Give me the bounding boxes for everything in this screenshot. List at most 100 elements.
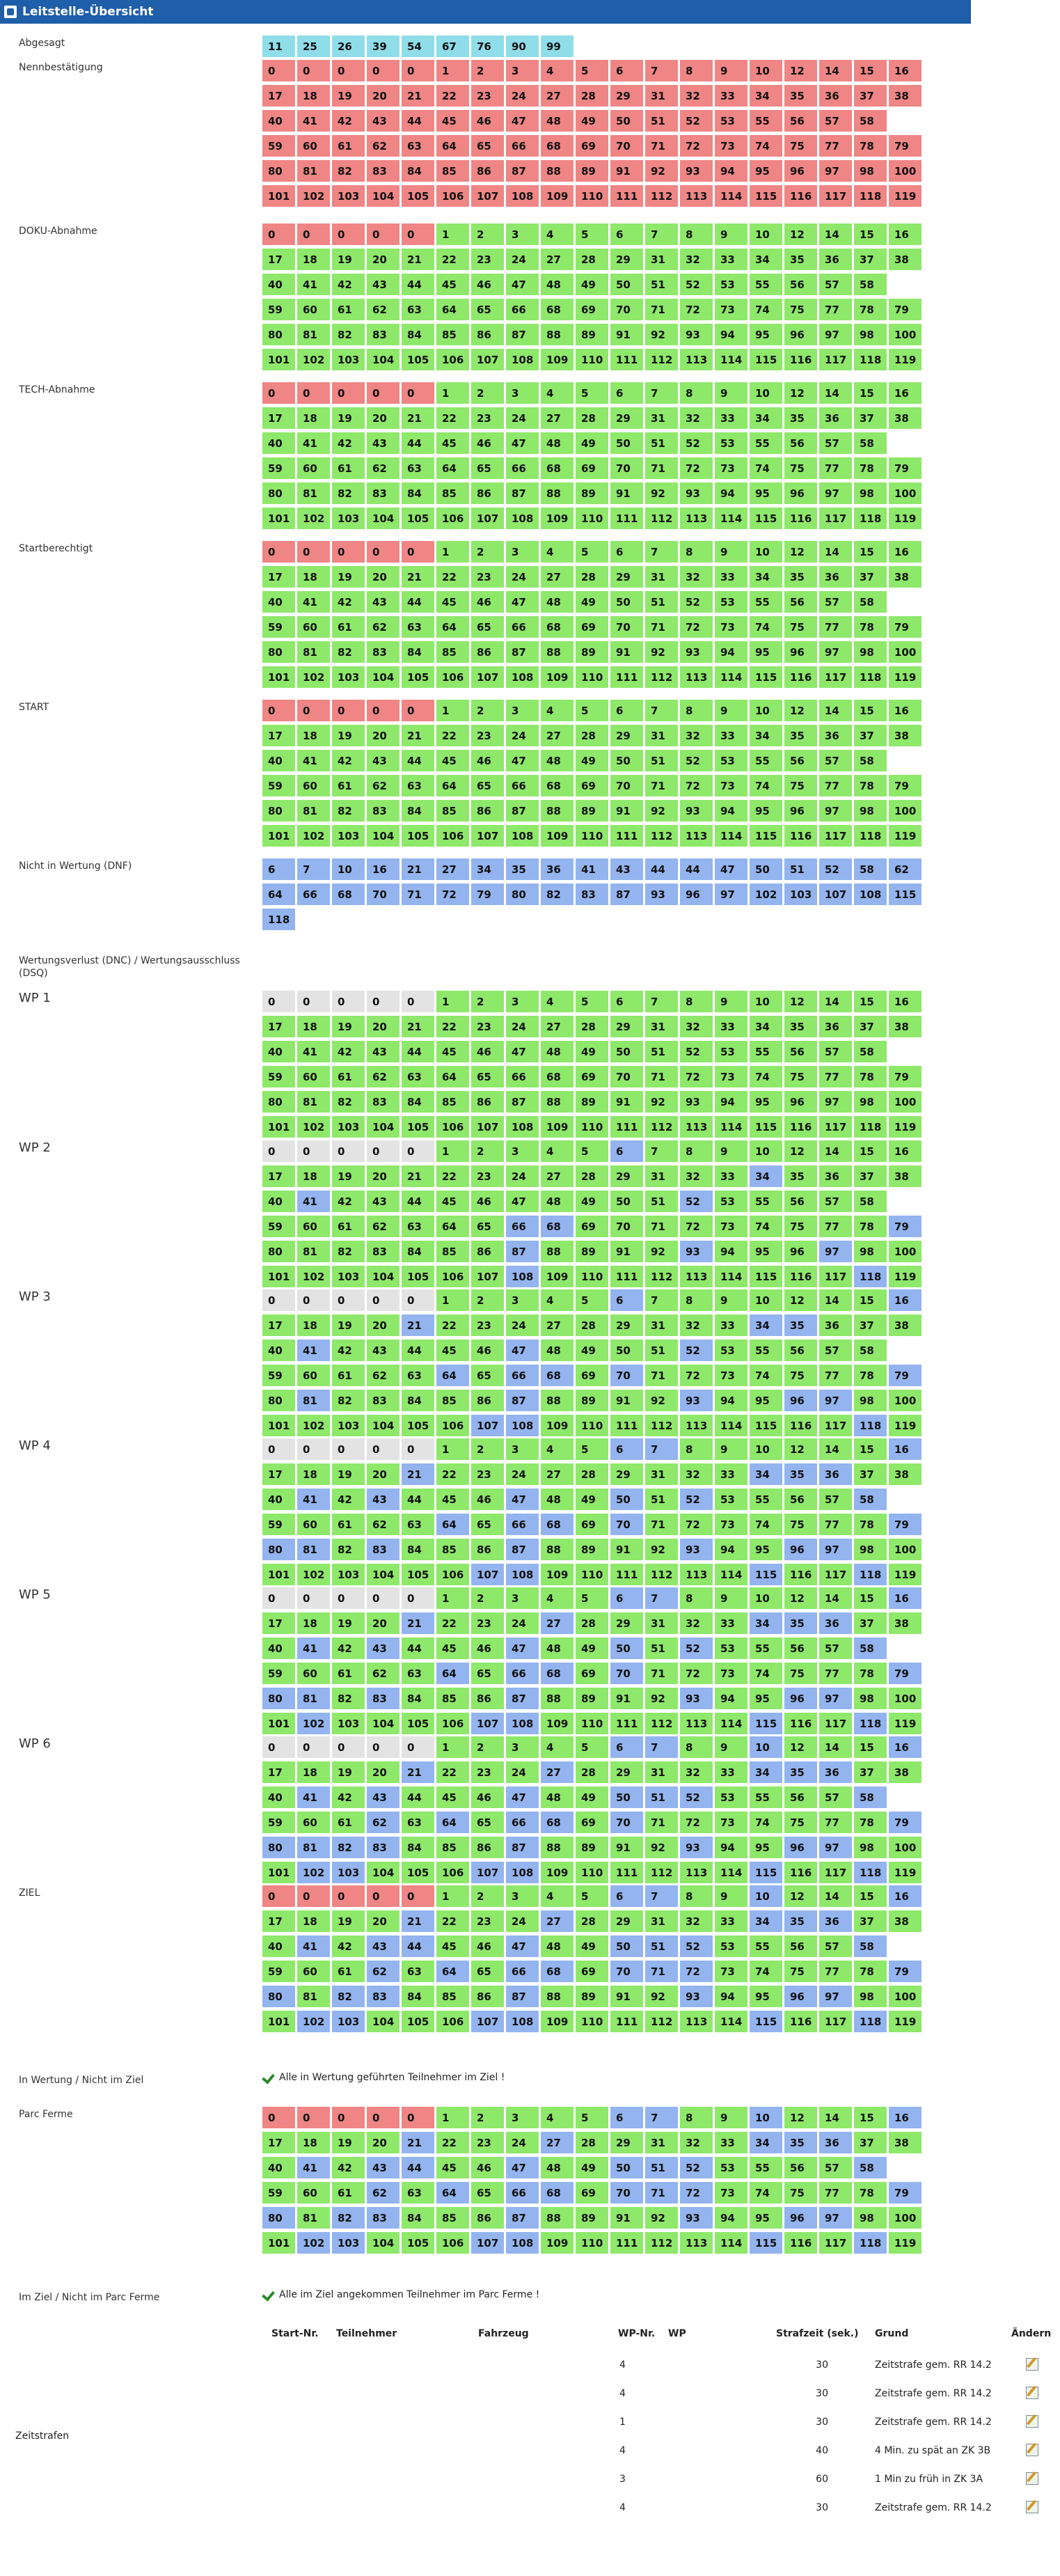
start-number-cell[interactable]: 10: [750, 1587, 782, 1609]
start-number-cell[interactable]: 40: [262, 2157, 295, 2178]
start-number-cell[interactable]: 41: [297, 2157, 330, 2178]
start-number-cell[interactable]: 61: [332, 135, 365, 157]
start-number-cell[interactable]: 85: [436, 160, 469, 182]
start-number-cell[interactable]: 60: [297, 1812, 330, 1833]
start-number-cell[interactable]: 48: [541, 274, 573, 295]
start-number-cell[interactable]: 79: [889, 1514, 921, 1535]
start-number-cell[interactable]: 64: [436, 1961, 469, 1982]
start-number-cell[interactable]: 64: [436, 2182, 469, 2204]
start-number-cell[interactable]: 94: [715, 1837, 747, 1858]
start-number-cell[interactable]: 0: [262, 1438, 295, 1460]
start-number-cell[interactable]: 57: [819, 591, 852, 613]
start-number-cell[interactable]: 67: [436, 36, 469, 57]
start-number-cell[interactable]: 71: [402, 883, 434, 905]
start-number-cell[interactable]: 5: [576, 382, 608, 404]
start-number-cell[interactable]: 70: [610, 2182, 643, 2204]
start-number-cell[interactable]: 109: [541, 1862, 573, 1883]
start-number-cell[interactable]: 0: [402, 700, 434, 721]
start-number-cell[interactable]: 115: [750, 185, 782, 207]
start-number-cell[interactable]: 32: [680, 1314, 713, 1336]
start-number-cell[interactable]: 2: [471, 1885, 504, 1907]
start-number-cell[interactable]: 84: [402, 1390, 434, 1411]
start-number-cell[interactable]: 77: [819, 135, 852, 157]
start-number-cell[interactable]: 20: [367, 85, 400, 107]
start-number-cell[interactable]: 19: [332, 1761, 365, 1783]
start-number-cell[interactable]: 77: [819, 299, 852, 320]
start-number-cell[interactable]: 86: [471, 800, 504, 822]
start-number-cell[interactable]: 0: [402, 1736, 434, 1758]
start-number-cell[interactable]: 118: [854, 508, 887, 529]
start-number-cell[interactable]: 73: [715, 1812, 747, 1833]
start-number-cell[interactable]: 98: [854, 1986, 887, 2007]
start-number-cell[interactable]: 32: [680, 249, 713, 270]
start-number-cell[interactable]: 104: [367, 1116, 400, 1138]
start-number-cell[interactable]: 107: [471, 508, 504, 529]
start-number-cell[interactable]: 94: [715, 1091, 747, 1113]
start-number-cell[interactable]: 11: [262, 36, 295, 57]
start-number-cell[interactable]: 79: [889, 135, 921, 157]
start-number-cell[interactable]: 115: [750, 2232, 782, 2254]
start-number-cell[interactable]: 28: [576, 725, 608, 746]
start-number-cell[interactable]: 103: [332, 1415, 365, 1436]
start-number-cell[interactable]: 45: [436, 1340, 469, 1361]
start-number-cell[interactable]: 0: [402, 2107, 434, 2128]
start-number-cell[interactable]: 14: [819, 700, 852, 721]
start-number-cell[interactable]: 7: [645, 2107, 678, 2128]
start-number-cell[interactable]: 89: [576, 2207, 608, 2229]
start-number-cell[interactable]: 95: [750, 324, 782, 345]
start-number-cell[interactable]: 49: [576, 1638, 608, 1659]
start-number-cell[interactable]: 119: [889, 1266, 921, 1287]
start-number-cell[interactable]: 18: [297, 407, 330, 429]
start-number-cell[interactable]: 82: [332, 324, 365, 345]
start-number-cell[interactable]: 2: [471, 541, 504, 563]
start-number-cell[interactable]: 28: [576, 1314, 608, 1336]
start-number-cell[interactable]: 66: [506, 2182, 539, 2204]
start-number-cell[interactable]: 37: [854, 1612, 887, 1634]
start-number-cell[interactable]: 47: [506, 1489, 539, 1510]
start-number-cell[interactable]: 38: [889, 2132, 921, 2153]
start-number-cell[interactable]: 103: [332, 185, 365, 207]
start-number-cell[interactable]: 24: [506, 2132, 539, 2153]
start-number-cell[interactable]: 100: [889, 160, 921, 182]
start-number-cell[interactable]: 47: [506, 1786, 539, 1808]
start-number-cell[interactable]: 66: [506, 1216, 539, 1237]
start-number-cell[interactable]: 52: [680, 1935, 713, 1957]
start-number-cell[interactable]: 46: [471, 1041, 504, 1062]
start-number-cell[interactable]: 100: [889, 1091, 921, 1113]
start-number-cell[interactable]: 18: [297, 725, 330, 746]
start-number-cell[interactable]: 69: [576, 1514, 608, 1535]
start-number-cell[interactable]: 71: [645, 2182, 678, 2204]
start-number-cell[interactable]: 34: [750, 2132, 782, 2153]
start-number-cell[interactable]: 41: [297, 1041, 330, 1062]
start-number-cell[interactable]: 71: [645, 1961, 678, 1982]
start-number-cell[interactable]: 51: [645, 1935, 678, 1957]
start-number-cell[interactable]: 28: [576, 1165, 608, 1187]
start-number-cell[interactable]: 38: [889, 566, 921, 588]
start-number-cell[interactable]: 89: [576, 1241, 608, 1262]
start-number-cell[interactable]: 49: [576, 1340, 608, 1361]
start-number-cell[interactable]: 82: [541, 883, 573, 905]
start-number-cell[interactable]: 97: [819, 1390, 852, 1411]
start-number-cell[interactable]: 103: [332, 1862, 365, 1883]
start-number-cell[interactable]: 59: [262, 1216, 295, 1237]
start-number-cell[interactable]: 71: [645, 1066, 678, 1087]
start-number-cell[interactable]: 63: [402, 1514, 434, 1535]
start-number-cell[interactable]: 27: [541, 1612, 573, 1634]
start-number-cell[interactable]: 0: [367, 1736, 400, 1758]
start-number-cell[interactable]: 66: [506, 775, 539, 796]
start-number-cell[interactable]: 112: [645, 508, 678, 529]
start-number-cell[interactable]: 92: [645, 1241, 678, 1262]
start-number-cell[interactable]: 96: [784, 324, 817, 345]
start-number-cell[interactable]: 64: [436, 135, 469, 157]
start-number-cell[interactable]: 77: [819, 1365, 852, 1386]
start-number-cell[interactable]: 0: [332, 700, 365, 721]
start-number-cell[interactable]: 92: [645, 324, 678, 345]
start-number-cell[interactable]: 97: [819, 2207, 852, 2229]
start-number-cell[interactable]: 56: [784, 591, 817, 613]
start-number-cell[interactable]: 51: [645, 750, 678, 771]
start-number-cell[interactable]: 112: [645, 1116, 678, 1138]
start-number-cell[interactable]: 87: [506, 1837, 539, 1858]
start-number-cell[interactable]: 36: [819, 2132, 852, 2153]
start-number-cell[interactable]: 6: [610, 541, 643, 563]
start-number-cell[interactable]: 82: [332, 1688, 365, 1709]
